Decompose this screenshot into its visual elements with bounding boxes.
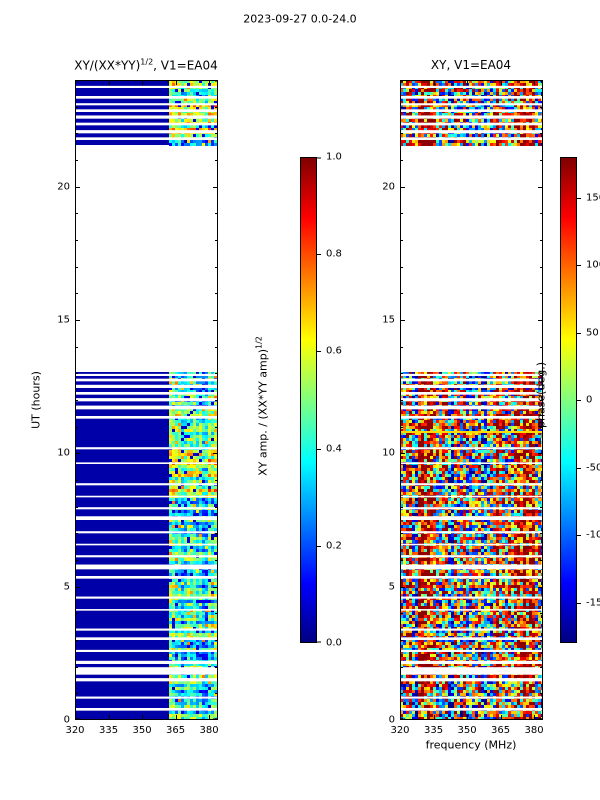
colorbar-tick-label: 0.6 xyxy=(326,345,342,357)
y-tick-label: 15 xyxy=(382,314,395,326)
left-panel-title-sup: 1/2 xyxy=(140,57,154,67)
left-colorbar-label-base: XY amp. / (XX*YY amp) xyxy=(256,348,270,476)
y-tick-label: 0 xyxy=(388,714,395,726)
right-colorbar-label: phase(deg.) xyxy=(534,361,548,429)
y-tick-label: 15 xyxy=(57,314,70,326)
colorbar-tick-label: 0.2 xyxy=(326,540,342,552)
x-tick-label: 335 xyxy=(423,725,444,736)
y-tick-label: 20 xyxy=(57,181,70,193)
left-colorbar-label: XY amp. / (XX*YY amp)1/2 xyxy=(255,336,270,476)
left-panel-title-rest: , V1=EA04 xyxy=(153,58,218,73)
colorbar-tick-label: 1.0 xyxy=(326,151,342,163)
colorbar-tick-label: 0.0 xyxy=(326,637,342,649)
y-tick-label: 20 xyxy=(382,181,395,193)
x-tick-label: 350 xyxy=(132,725,152,736)
figure-title: 2023-09-27 0.0-24.0 xyxy=(243,12,357,26)
colorbar-tick-label: -100 xyxy=(586,529,600,541)
y-tick-label: 0 xyxy=(63,714,70,726)
x-tick-label: 335 xyxy=(98,725,119,736)
x-tick-label: 320 xyxy=(65,725,85,736)
right-panel-xlabel: frequency (MHz) xyxy=(425,738,517,752)
x-tick-label: 380 xyxy=(524,725,544,736)
left-colorbar xyxy=(300,157,322,643)
x-tick-label: 365 xyxy=(491,725,511,736)
colorbar-tick-label: 0.4 xyxy=(326,443,342,455)
y-tick-label: 5 xyxy=(63,581,70,593)
left-colorbar-label-sup: 1/2 xyxy=(254,336,264,349)
colorbar-tick-label: 0.8 xyxy=(326,248,342,260)
x-tick-label: 365 xyxy=(166,725,186,736)
y-tick-label: 10 xyxy=(382,447,395,459)
left-panel-title-base: XY/(XX*YY) xyxy=(74,58,141,73)
x-tick-label: 380 xyxy=(199,725,219,736)
right-heatmap xyxy=(400,80,543,720)
left-heatmap xyxy=(75,80,218,720)
colorbar-tick-label: -50 xyxy=(586,462,600,473)
x-tick-label: 320 xyxy=(390,725,410,736)
colorbar-tick-label: 100 xyxy=(586,259,600,271)
left-panel-title: XY/(XX*YY)1/2, V1=EA04 xyxy=(74,58,218,73)
colorbar-tick-label: -150 xyxy=(586,597,600,608)
y-tick-label: 10 xyxy=(57,447,70,459)
colorbar-tick-label: 50 xyxy=(586,327,599,338)
right-colorbar xyxy=(560,157,582,643)
colorbar-tick-label: 0 xyxy=(586,394,593,406)
right-panel-title: XY, V1=EA04 xyxy=(430,58,512,72)
left-panel-ylabel: UT (hours) xyxy=(29,371,43,429)
y-tick-label: 5 xyxy=(388,581,395,593)
x-tick-label: 350 xyxy=(457,725,477,736)
colorbar-tick-label: 150 xyxy=(586,192,600,203)
